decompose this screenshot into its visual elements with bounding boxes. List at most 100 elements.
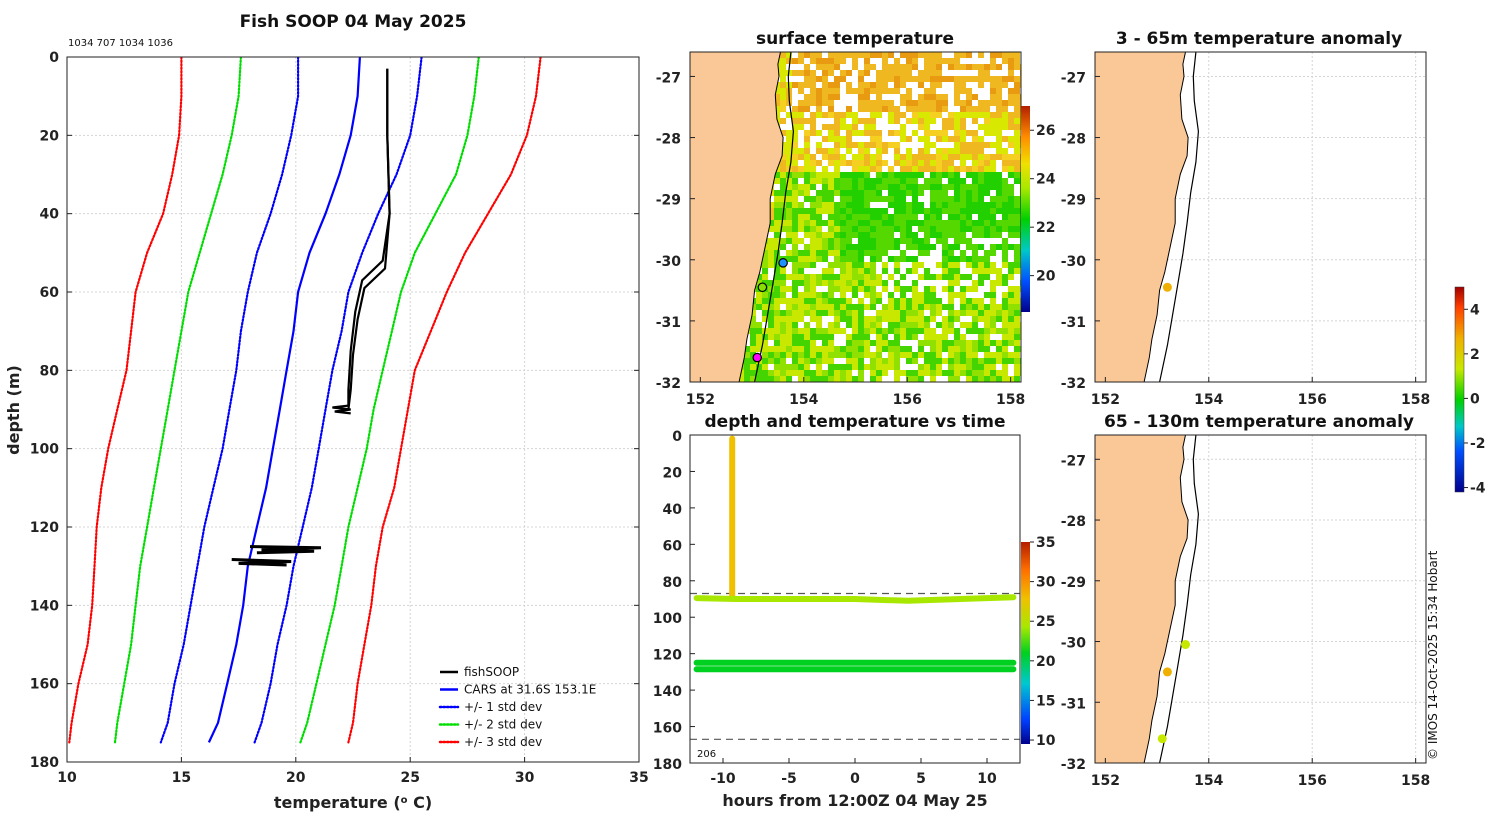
sst-cell xyxy=(840,202,846,208)
sst-cell xyxy=(858,346,864,352)
depth-time-ytick-label: 80 xyxy=(663,575,683,591)
sst-cell xyxy=(852,178,858,184)
profile-xlabel: temperature (o C) xyxy=(274,793,432,812)
sst-cell xyxy=(858,238,864,244)
sst-cell xyxy=(792,166,798,172)
sst-cell xyxy=(1002,340,1008,346)
std-line-plus3 xyxy=(347,57,542,744)
sst-cell xyxy=(798,70,804,76)
sst-cell xyxy=(852,232,858,238)
sst-cell xyxy=(972,196,978,202)
sst-cell xyxy=(1008,88,1014,94)
sst-cell xyxy=(864,352,870,358)
sst-cell xyxy=(906,352,912,358)
sst-cell xyxy=(774,376,780,382)
sst-cell xyxy=(906,178,912,184)
sst-cell xyxy=(894,376,900,382)
sst-cell xyxy=(798,364,804,370)
sst-cell xyxy=(858,376,864,382)
sst-cell xyxy=(876,364,882,370)
sst-cell xyxy=(912,370,918,376)
sst-cell xyxy=(894,334,900,340)
sst-cell xyxy=(792,304,798,310)
sst-cell xyxy=(834,244,840,250)
sst-cell xyxy=(852,328,858,334)
sst-cell xyxy=(912,298,918,304)
sst-cell xyxy=(756,322,762,328)
sst-cell xyxy=(888,184,894,190)
sst-cell xyxy=(1008,226,1014,232)
sst-cell xyxy=(954,52,960,58)
sst-cell xyxy=(774,340,780,346)
sst-cell xyxy=(996,130,1002,136)
sst-cell xyxy=(948,64,954,70)
sst-cell xyxy=(966,376,972,382)
sst-cell xyxy=(894,64,900,70)
sst-cell xyxy=(960,130,966,136)
sst-cell xyxy=(954,292,960,298)
sst-cell xyxy=(960,340,966,346)
sst-cell xyxy=(1014,232,1020,238)
sst-cell xyxy=(954,328,960,334)
sst-cell xyxy=(1014,196,1020,202)
sst-cell xyxy=(942,358,948,364)
sst-cell xyxy=(954,340,960,346)
sst-cell xyxy=(1002,184,1008,190)
sst-cell xyxy=(864,166,870,172)
sst-cell xyxy=(852,52,858,58)
anomaly-shallow-ytick-label: -28 xyxy=(1061,132,1086,148)
sst-cell xyxy=(942,268,948,274)
sst-cell xyxy=(846,304,852,310)
sst-cell xyxy=(918,70,924,76)
sst-cell xyxy=(804,298,810,304)
sst-cell xyxy=(780,190,786,196)
sst-cell xyxy=(948,346,954,352)
sst-cell xyxy=(798,370,804,376)
sst-cell xyxy=(810,124,816,130)
sst-cell xyxy=(906,172,912,178)
sst-cell xyxy=(756,376,762,382)
sst-cell xyxy=(768,316,774,322)
sst-cell xyxy=(828,310,834,316)
sst-cell xyxy=(870,214,876,220)
sst-cell xyxy=(816,64,822,70)
sst-cell xyxy=(954,88,960,94)
sst-cell xyxy=(864,130,870,136)
sst-cell xyxy=(996,100,1002,106)
sst-cell xyxy=(840,346,846,352)
fishsoop-profile-segment xyxy=(231,558,292,567)
sst-cell xyxy=(780,322,786,328)
sst-cell xyxy=(1014,304,1020,310)
sst-cell xyxy=(906,298,912,304)
sst-cell xyxy=(906,316,912,322)
sst-cell xyxy=(1002,334,1008,340)
sst-cell xyxy=(966,226,972,232)
sst-cell xyxy=(990,160,996,166)
sst-cell xyxy=(882,160,888,166)
sst-cell xyxy=(930,352,936,358)
sst-cell xyxy=(810,76,816,82)
sst-cell xyxy=(846,316,852,322)
sst-cell xyxy=(900,166,906,172)
sst-cell xyxy=(894,190,900,196)
sst-cell xyxy=(810,334,816,340)
sst-cell xyxy=(1008,184,1014,190)
sst-cell xyxy=(786,196,792,202)
sst-cell xyxy=(900,238,906,244)
sst-cell xyxy=(822,220,828,226)
sst-cell xyxy=(888,106,894,112)
sst-cell xyxy=(870,88,876,94)
sst-cell xyxy=(960,106,966,112)
sst-cell xyxy=(846,220,852,226)
sst-cell xyxy=(744,364,750,370)
sst-cell xyxy=(900,256,906,262)
sst-cell xyxy=(912,178,918,184)
sst-cell xyxy=(888,172,894,178)
sst-cell xyxy=(816,322,822,328)
sst-cell xyxy=(936,352,942,358)
sst-cell xyxy=(978,328,984,334)
sst-cell xyxy=(798,118,804,124)
sst-cell xyxy=(876,256,882,262)
sst-cell xyxy=(762,340,768,346)
